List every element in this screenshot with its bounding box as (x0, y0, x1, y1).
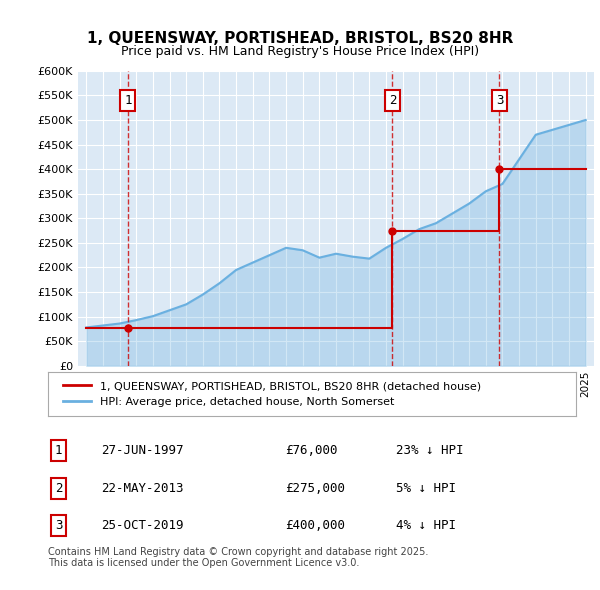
Text: This data is licensed under the Open Government Licence v3.0.: This data is licensed under the Open Gov… (48, 559, 359, 568)
Legend: 1, QUEENSWAY, PORTISHEAD, BRISTOL, BS20 8HR (detached house), HPI: Average price: 1, QUEENSWAY, PORTISHEAD, BRISTOL, BS20 … (59, 376, 485, 411)
Text: £400,000: £400,000 (286, 519, 346, 532)
Text: 3: 3 (55, 519, 62, 532)
Text: 1: 1 (124, 94, 131, 107)
Text: Contains HM Land Registry data © Crown copyright and database right 2025.: Contains HM Land Registry data © Crown c… (48, 547, 428, 556)
Text: Price paid vs. HM Land Registry's House Price Index (HPI): Price paid vs. HM Land Registry's House … (121, 45, 479, 58)
Text: 5% ↓ HPI: 5% ↓ HPI (397, 482, 457, 495)
Text: 27-JUN-1997: 27-JUN-1997 (101, 444, 184, 457)
Text: 23% ↓ HPI: 23% ↓ HPI (397, 444, 464, 457)
Text: 2: 2 (55, 482, 62, 495)
Text: 1: 1 (55, 444, 62, 457)
Text: 22-MAY-2013: 22-MAY-2013 (101, 482, 184, 495)
Text: 1, QUEENSWAY, PORTISHEAD, BRISTOL, BS20 8HR: 1, QUEENSWAY, PORTISHEAD, BRISTOL, BS20 … (87, 31, 513, 46)
Text: £275,000: £275,000 (286, 482, 346, 495)
Text: £76,000: £76,000 (286, 444, 338, 457)
Text: 25-OCT-2019: 25-OCT-2019 (101, 519, 184, 532)
Text: 4% ↓ HPI: 4% ↓ HPI (397, 519, 457, 532)
Text: 2: 2 (389, 94, 396, 107)
Text: 3: 3 (496, 94, 503, 107)
